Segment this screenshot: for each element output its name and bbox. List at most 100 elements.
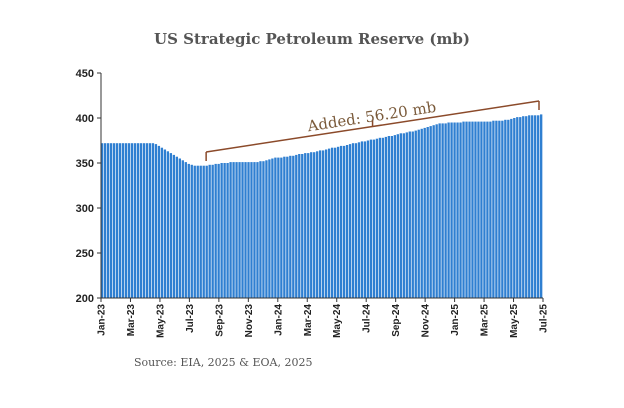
x-tick-label: Mar-25 [480, 304, 491, 337]
bar [163, 149, 167, 298]
bar [292, 155, 295, 298]
bar [316, 151, 319, 298]
bar [262, 161, 265, 298]
bar [286, 156, 289, 298]
bar [432, 125, 435, 298]
bar [184, 162, 187, 298]
bar [253, 162, 256, 298]
bar [510, 118, 513, 299]
x-tick-label: Nov-24 [421, 304, 432, 338]
bar [339, 145, 343, 298]
bar [441, 123, 444, 299]
bar [462, 121, 465, 298]
bar [366, 140, 370, 298]
bar [384, 136, 388, 298]
x-tick-label: May-23 [155, 304, 166, 338]
bar [426, 127, 429, 298]
bar [211, 164, 214, 298]
bar [474, 121, 477, 298]
bar [486, 121, 489, 298]
bar [345, 145, 349, 298]
bar [381, 137, 385, 298]
bar [378, 137, 382, 298]
bar [151, 143, 155, 298]
bar [250, 162, 253, 298]
bar [498, 120, 501, 298]
bar [205, 165, 208, 298]
bar [342, 145, 346, 298]
x-tick-label: Mar-24 [303, 304, 314, 337]
bar [181, 160, 184, 298]
bar [103, 143, 107, 298]
bar [504, 119, 507, 298]
x-tick-label: Jul-24 [362, 304, 373, 333]
bar [274, 157, 277, 298]
bar [295, 154, 298, 298]
bar [429, 126, 432, 298]
bar [148, 143, 152, 298]
bar [405, 132, 408, 298]
bar [393, 135, 397, 298]
x-tick-label: Mar-23 [126, 304, 137, 337]
y-tick-label: 450 [76, 68, 94, 80]
bar [217, 163, 220, 298]
bar [417, 129, 420, 298]
bar [193, 165, 196, 298]
bar [528, 115, 531, 298]
axes [100, 73, 543, 299]
annotation: Added: 56.20 mb [205, 98, 540, 161]
x-tick-label: Sep-24 [391, 304, 402, 337]
bar [256, 162, 259, 298]
bar [360, 141, 364, 298]
bar [247, 162, 250, 298]
y-tick-label: 200 [76, 293, 94, 305]
bar [516, 117, 519, 298]
bar [208, 164, 211, 298]
bar [324, 149, 328, 298]
bar [471, 121, 474, 298]
bar [268, 159, 271, 298]
bar [238, 162, 241, 298]
bar [375, 138, 379, 298]
bar [477, 121, 480, 298]
bar [310, 152, 313, 298]
bar [112, 143, 116, 298]
x-tick-label: Sep-23 [214, 304, 225, 337]
bar [372, 139, 376, 298]
bar [489, 121, 492, 298]
bar [109, 143, 113, 298]
bar [175, 156, 178, 298]
bar [459, 122, 462, 298]
bar [447, 122, 450, 298]
bar [106, 143, 110, 298]
x-tick-label: Jul-25 [539, 304, 550, 333]
bar [537, 115, 540, 298]
x-tick-label: Jan-25 [450, 304, 461, 336]
bar [283, 156, 286, 298]
bar [202, 165, 205, 298]
bar [402, 133, 405, 298]
bar [411, 131, 414, 298]
bar [172, 154, 176, 298]
bar [142, 143, 146, 298]
bar [166, 151, 170, 298]
x-tick-label: Jul-23 [185, 304, 196, 333]
bar [501, 120, 504, 298]
bar [513, 118, 516, 298]
bar [220, 163, 223, 298]
bar [235, 162, 238, 298]
bar [492, 120, 495, 298]
bar [241, 162, 244, 298]
bar [423, 127, 426, 299]
bar [519, 117, 522, 298]
bar [531, 115, 534, 298]
x-tick-label: May-25 [509, 304, 520, 338]
bar [357, 142, 361, 298]
bar [169, 153, 173, 298]
bar [190, 164, 193, 298]
bar [271, 158, 274, 298]
x-tick-label: Nov-23 [244, 304, 255, 338]
bar [130, 143, 134, 298]
bar [244, 162, 247, 298]
bar [319, 150, 322, 298]
